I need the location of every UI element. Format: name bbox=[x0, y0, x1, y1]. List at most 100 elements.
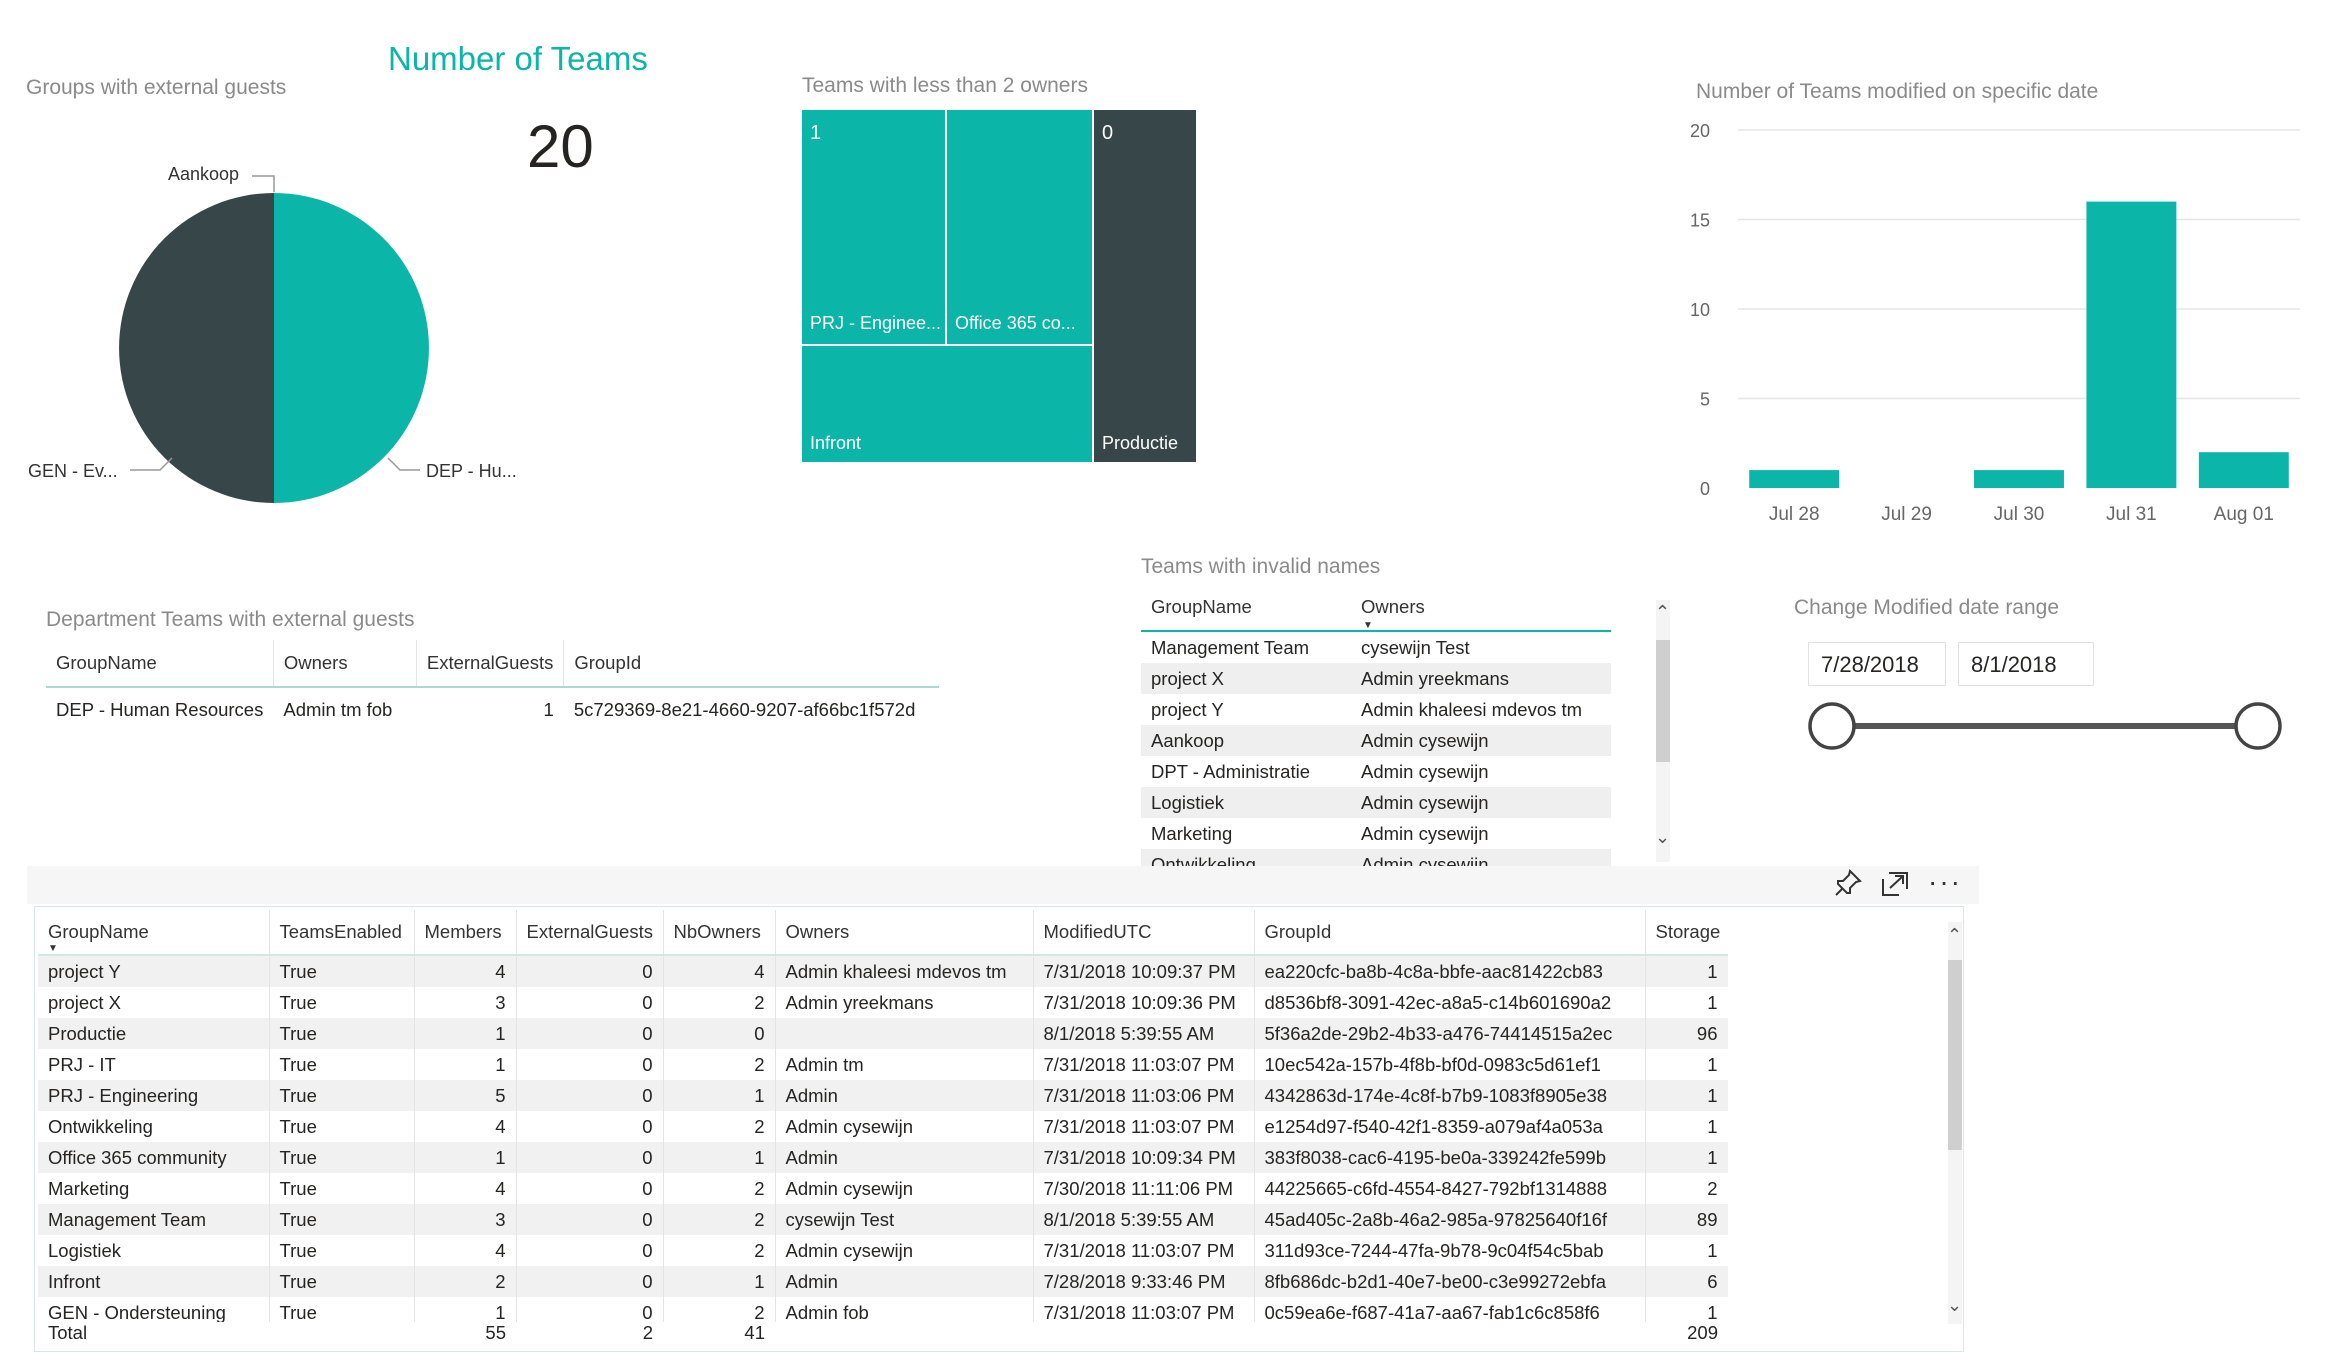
cell-modifiedutc: 8/1/2018 5:39:55 AM bbox=[1033, 1018, 1255, 1049]
table-row[interactable]: Management Team cysewijn Test bbox=[1141, 631, 1611, 663]
cell-owners: Admin cysewijn bbox=[775, 1235, 1034, 1266]
column-header-externalguests[interactable]: ExternalGuests bbox=[516, 910, 664, 956]
cell-modifiedutc: 7/31/2018 11:03:07 PM bbox=[1033, 1049, 1255, 1080]
pin-icon[interactable] bbox=[1833, 868, 1863, 898]
main-table-scrollbar-thumb[interactable] bbox=[1948, 960, 1962, 1150]
invalid-table-viewport[interactable]: GroupName Owners ▼ Management Team cysewij… bbox=[1141, 584, 1611, 875]
column-header-owners[interactable]: Owners ▼ bbox=[1351, 584, 1611, 632]
table-row[interactable]: Office 365 community True 1 0 1 Admin 7/31/201… bbox=[38, 1142, 1728, 1173]
cell-storage: 89 bbox=[1645, 1204, 1728, 1235]
focus-mode-icon[interactable] bbox=[1880, 868, 1910, 898]
total-storage: 209 bbox=[1687, 1322, 1718, 1343]
treemap-tile-office-365[interactable]: Office 365 co... bbox=[947, 110, 1094, 346]
table-row[interactable]: PRJ - IT True 1 0 2 Admin tm 7/31/2018 11:03:0… bbox=[38, 1049, 1728, 1080]
table-row[interactable]: PRJ - Engineering True 5 0 1 Admin 7/31/2018 1… bbox=[38, 1080, 1728, 1111]
table-row[interactable]: Management Team True 3 0 2 cysewijn Test 8/1/2… bbox=[38, 1204, 1728, 1235]
treemap[interactable]: 1 PRJ - Enginee... Office 365 co... Infr… bbox=[802, 110, 1196, 462]
table-row[interactable]: Marketing True 4 0 2 Admin cysewijn 7/30/2018 … bbox=[38, 1173, 1728, 1204]
total-nbowners: 41 bbox=[744, 1322, 765, 1343]
bar-aug-01[interactable] bbox=[2198, 452, 2289, 488]
end-date-input[interactable]: 8/1/2018 bbox=[1958, 642, 2094, 686]
table-row[interactable]: project X Admin yreekmans bbox=[1141, 663, 1611, 694]
treemap-tile-infront[interactable]: Infront bbox=[802, 346, 1094, 462]
invalid-table[interactable]: GroupName Owners ▼ Management Team cysewij… bbox=[1141, 584, 1611, 875]
scroll-down-icon[interactable]: ⌄ bbox=[1655, 827, 1671, 847]
cell-groupname: PRJ - Engineering bbox=[38, 1080, 270, 1111]
scroll-up-icon[interactable]: ⌃ bbox=[1655, 602, 1671, 622]
column-header-groupname[interactable]: GroupName ▼ bbox=[38, 910, 270, 956]
slider-start-handle[interactable] bbox=[1808, 702, 1856, 750]
y-tick-label: 20 bbox=[1690, 121, 1710, 141]
table-row[interactable]: Productie True 1 0 0 8/1/2018 5:39:55 AM 5f36a… bbox=[38, 1018, 1728, 1049]
cell-externalguests: 0 bbox=[516, 1142, 664, 1173]
more-options-icon[interactable]: ··· bbox=[1928, 866, 1962, 897]
cell-owners: cysewijn Test bbox=[775, 1204, 1034, 1235]
cell-groupid: 383f8038-cac6-4195-be0a-339242fe599b bbox=[1254, 1142, 1646, 1173]
column-header-groupname[interactable]: GroupName bbox=[1141, 584, 1351, 632]
x-tick-label: Aug 01 bbox=[2214, 504, 2274, 525]
cell-owners: Admin yreekmans bbox=[775, 987, 1034, 1018]
invalid-table-scrollbar-thumb[interactable] bbox=[1656, 640, 1670, 762]
cell-modifiedutc: 7/31/2018 10:09:36 PM bbox=[1033, 987, 1255, 1018]
treemap-tile-label: Productie bbox=[1102, 433, 1179, 453]
table-row[interactable]: Logistiek True 4 0 2 Admin cysewijn 7/31/2018 … bbox=[38, 1235, 1728, 1266]
column-header-owners[interactable]: Owners bbox=[775, 910, 1034, 956]
cell-members: 4 bbox=[414, 955, 517, 987]
table-row[interactable]: Aankoop Admin cysewijn bbox=[1141, 725, 1611, 756]
column-header-externalguests[interactable]: ExternalGuests bbox=[416, 640, 565, 688]
main-table-viewport[interactable]: GroupName ▼ TeamsEnabled Members External… bbox=[38, 910, 1728, 1352]
column-header-modifiedutc[interactable]: ModifiedUTC bbox=[1033, 910, 1255, 956]
total-groupid bbox=[1254, 1322, 1645, 1344]
column-header-nbowners[interactable]: NbOwners bbox=[663, 910, 776, 956]
column-header-storage[interactable]: Storage bbox=[1645, 910, 1728, 956]
cell-teamsenabled: True bbox=[269, 1173, 415, 1204]
column-header-owners[interactable]: Owners bbox=[273, 640, 417, 688]
cell-externalguests: 0 bbox=[516, 1173, 664, 1204]
total-members: 55 bbox=[485, 1322, 506, 1343]
treemap-tile-label: Infront bbox=[810, 433, 862, 453]
slider-end-handle[interactable] bbox=[2234, 702, 2282, 750]
table-row[interactable]: Logistiek Admin cysewijn bbox=[1141, 787, 1611, 818]
invalid-table-title: Teams with invalid names bbox=[1141, 555, 1381, 578]
cell-nbowners: 1 bbox=[663, 1080, 776, 1111]
table-row[interactable]: DPT - Administratie Admin cysewijn bbox=[1141, 756, 1611, 787]
dept-table-title: Department Teams with external guests bbox=[46, 608, 415, 631]
table-row[interactable]: project X True 3 0 2 Admin yreekmans 7/31/2018… bbox=[38, 987, 1728, 1018]
pie-slice-dark[interactable] bbox=[119, 193, 275, 503]
cell-modifiedutc: 7/28/2018 9:33:46 PM bbox=[1033, 1266, 1255, 1297]
cell-nbowners: 2 bbox=[663, 987, 776, 1018]
cell-nbowners: 2 bbox=[663, 1235, 776, 1266]
pie-slice-teal[interactable] bbox=[274, 193, 429, 503]
column-header-groupid[interactable]: GroupId bbox=[563, 640, 940, 688]
cell-teamsenabled: True bbox=[269, 987, 415, 1018]
table-row[interactable]: DEP - Human Resources Admin tm fob 1 5c7… bbox=[46, 687, 939, 732]
column-header-groupname[interactable]: GroupName bbox=[46, 640, 274, 688]
main-table[interactable]: GroupName ▼ TeamsEnabled Members External… bbox=[38, 910, 1728, 1328]
column-header-teamsenabled[interactable]: TeamsEnabled bbox=[269, 910, 415, 956]
date-range-slider[interactable] bbox=[1800, 698, 2300, 754]
bar-jul-30[interactable] bbox=[1974, 470, 2064, 488]
total-teamsenabled bbox=[269, 1322, 414, 1344]
scroll-down-icon[interactable]: ⌄ bbox=[1947, 1295, 1963, 1315]
cell-externalguests: 0 bbox=[516, 955, 664, 987]
table-row[interactable]: project Y True 4 0 4 Admin khaleesi mdevos tm… bbox=[38, 955, 1728, 987]
column-header-groupid[interactable]: GroupId bbox=[1254, 910, 1646, 956]
scroll-up-icon[interactable]: ⌃ bbox=[1947, 925, 1963, 945]
column-header-members[interactable]: Members bbox=[414, 910, 517, 956]
cell-groupid: 8fb686dc-b2d1-40e7-be00-c3e99272ebfa bbox=[1254, 1266, 1646, 1297]
table-row[interactable]: project Y Admin khaleesi mdevos tm bbox=[1141, 694, 1611, 725]
bar-jul-28[interactable] bbox=[1749, 470, 1840, 488]
pie-chart[interactable] bbox=[0, 140, 560, 520]
bar-chart[interactable]: 0 5 10 15 20 Jul 28 Jul 29 Jul 30 Jul 31 Aug 01 bbox=[1680, 110, 2310, 530]
bar-jul-31[interactable] bbox=[2086, 201, 2177, 488]
table-row[interactable]: Marketing Admin cysewijn bbox=[1141, 818, 1611, 849]
cell-groupid: ea220cfc-ba8b-4c8a-bbfe-aac81422cb83 bbox=[1254, 955, 1646, 987]
table-row[interactable]: Infront True 2 0 1 Admin 7/28/2018 9:33:46 PM 8… bbox=[38, 1266, 1728, 1297]
treemap-tile-prj-engineering[interactable]: 1 PRJ - Enginee... bbox=[802, 110, 947, 346]
cell-nbowners: 1 bbox=[663, 1266, 776, 1297]
table-row[interactable]: Ontwikkeling True 4 0 2 Admin cysewijn 7/31/20… bbox=[38, 1111, 1728, 1142]
dept-table[interactable]: GroupName Owners ExternalGuests GroupId … bbox=[46, 640, 940, 732]
x-tick-label: Jul 29 bbox=[1881, 504, 1932, 525]
start-date-input[interactable]: 7/28/2018 bbox=[1808, 642, 1946, 686]
treemap-tile-productie[interactable]: 0 Productie bbox=[1094, 110, 1196, 462]
